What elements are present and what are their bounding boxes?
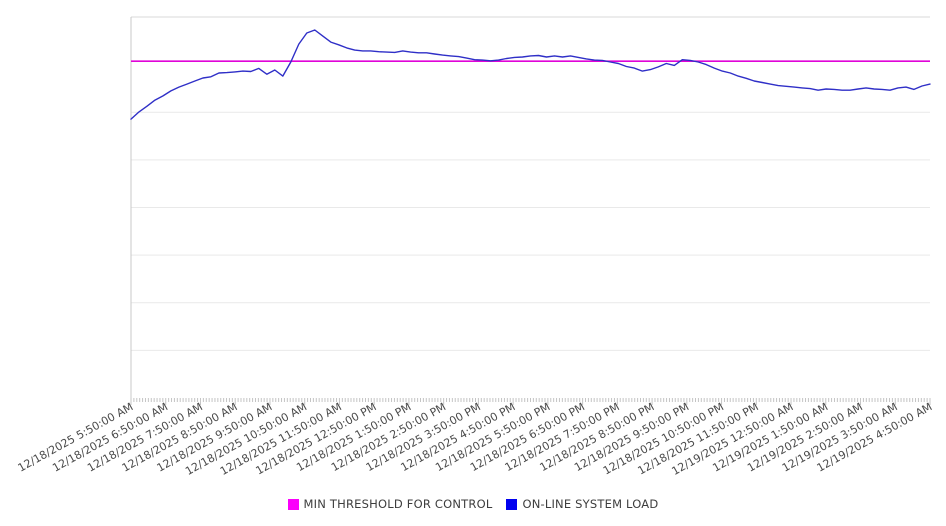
legend-label-min-threshold: MIN THRESHOLD FOR CONTROL <box>303 497 493 511</box>
legend-item-system-load[interactable]: ON-LINE SYSTEM LOAD <box>506 497 658 511</box>
legend-label-system-load: ON-LINE SYSTEM LOAD <box>522 497 659 511</box>
load-line <box>130 29 931 120</box>
legend-item-min-threshold[interactable]: MIN THRESHOLD FOR CONTROL <box>287 497 493 511</box>
chart-legend: MIN THRESHOLD FOR CONTROL ON-LINE SYSTEM… <box>0 497 946 511</box>
legend-swatch-system-load-icon <box>506 498 518 510</box>
legend-swatch-min-threshold-icon <box>287 498 299 510</box>
